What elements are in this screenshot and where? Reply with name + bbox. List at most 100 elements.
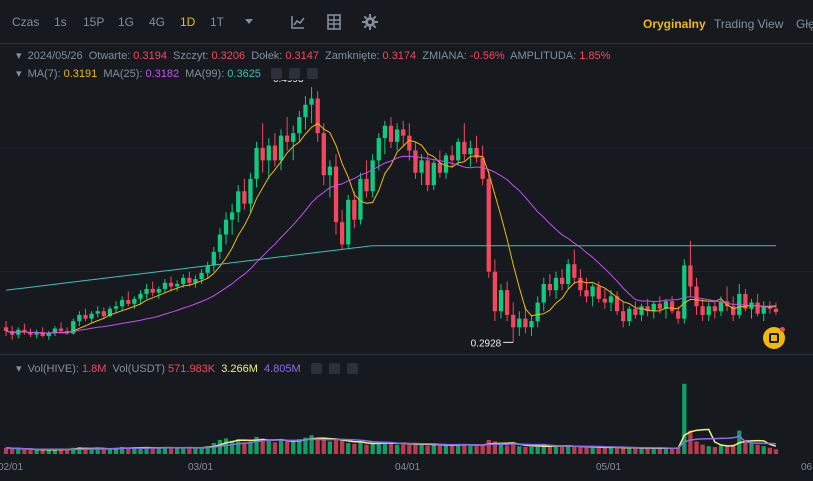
- candle[interactable]: [407, 123, 412, 161]
- settings-icon[interactable]: [289, 68, 300, 79]
- volume-bar[interactable]: [621, 447, 626, 454]
- candle[interactable]: [291, 125, 296, 161]
- candlestick-chart[interactable]: 0.4993 0.2928: [0, 80, 813, 352]
- volume-bar[interactable]: [272, 442, 278, 454]
- volume-bar[interactable]: [162, 446, 168, 454]
- interval-1t[interactable]: 1T: [210, 15, 225, 29]
- candle[interactable]: [187, 271, 192, 287]
- candle[interactable]: [590, 284, 595, 307]
- candle[interactable]: [364, 160, 369, 198]
- candle[interactable]: [559, 269, 565, 291]
- candle[interactable]: [242, 178, 247, 210]
- volume-bar[interactable]: [578, 446, 583, 454]
- candle[interactable]: [401, 120, 406, 146]
- candle[interactable]: [150, 281, 155, 297]
- interval-15p[interactable]: 15P: [83, 15, 105, 29]
- volume-bar[interactable]: [150, 447, 155, 454]
- candle[interactable]: [71, 318, 76, 335]
- candle[interactable]: [138, 290, 143, 304]
- candle[interactable]: [688, 240, 693, 297]
- volume-bar[interactable]: [95, 448, 100, 454]
- volume-bar[interactable]: [266, 440, 271, 454]
- candle[interactable]: [737, 284, 742, 319]
- candle[interactable]: [16, 327, 21, 339]
- candle[interactable]: [77, 311, 82, 327]
- candle[interactable]: [462, 123, 467, 161]
- volume-bar[interactable]: [339, 440, 345, 454]
- volume-bar[interactable]: [28, 450, 33, 454]
- volume-bar[interactable]: [566, 445, 571, 454]
- volume-bar[interactable]: [352, 443, 357, 454]
- candle[interactable]: [193, 275, 198, 288]
- volume-bar[interactable]: [627, 448, 632, 454]
- volume-bar[interactable]: [65, 450, 70, 454]
- gear-icon[interactable]: [362, 14, 378, 30]
- volume-bar[interactable]: [749, 443, 754, 454]
- volume-bar[interactable]: [297, 439, 302, 454]
- candle[interactable]: [162, 279, 168, 293]
- candle[interactable]: [144, 284, 149, 299]
- candle[interactable]: [65, 327, 70, 335]
- volume-bar[interactable]: [639, 448, 644, 454]
- volume-bar[interactable]: [83, 448, 88, 454]
- candle[interactable]: [58, 322, 64, 334]
- candle[interactable]: [456, 138, 461, 166]
- volume-bar[interactable]: [449, 445, 455, 454]
- interval-1d[interactable]: 1D: [180, 15, 196, 29]
- volume-bar[interactable]: [10, 448, 15, 454]
- candle[interactable]: [614, 291, 620, 315]
- volume-bar[interactable]: [547, 446, 553, 454]
- candle[interactable]: [773, 302, 779, 315]
- candle[interactable]: [254, 141, 259, 188]
- volume-bar[interactable]: [676, 447, 681, 454]
- candle[interactable]: [706, 302, 711, 322]
- candle[interactable]: [272, 133, 278, 167]
- candle[interactable]: [278, 129, 284, 171]
- volume-bar[interactable]: [535, 446, 540, 454]
- volume-bar[interactable]: [657, 447, 662, 454]
- indicator-icon[interactable]: [290, 14, 306, 30]
- candle[interactable]: [425, 154, 430, 192]
- candle[interactable]: [199, 269, 204, 284]
- volume-bar[interactable]: [523, 446, 528, 454]
- volume-bar[interactable]: [156, 448, 161, 454]
- volume-bar[interactable]: [22, 449, 27, 454]
- candle[interactable]: [449, 145, 455, 168]
- volume-bar[interactable]: [700, 444, 705, 454]
- grid-icon[interactable]: [327, 14, 341, 30]
- candle[interactable]: [217, 228, 223, 260]
- candle[interactable]: [694, 277, 699, 315]
- tab-original[interactable]: Oryginalny: [643, 17, 706, 31]
- candle[interactable]: [3, 321, 9, 336]
- volume-bar[interactable]: [16, 449, 21, 454]
- pane-divider[interactable]: [0, 354, 813, 355]
- volume-bar[interactable]: [242, 442, 247, 454]
- volume-bar[interactable]: [425, 445, 430, 454]
- candle[interactable]: [566, 259, 571, 289]
- candle[interactable]: [303, 96, 308, 130]
- volume-bar[interactable]: [492, 441, 498, 454]
- volume-bar[interactable]: [40, 449, 45, 454]
- volume-bar[interactable]: [529, 446, 534, 454]
- volume-bar[interactable]: [291, 440, 296, 454]
- candle[interactable]: [388, 117, 394, 148]
- candle[interactable]: [315, 91, 320, 142]
- candle[interactable]: [486, 170, 491, 278]
- candle[interactable]: [474, 135, 479, 163]
- volume-bar[interactable]: [248, 441, 253, 454]
- volume-bar[interactable]: [144, 446, 149, 454]
- volume-bar[interactable]: [663, 448, 669, 454]
- candle[interactable]: [260, 123, 265, 173]
- volume-bar[interactable]: [101, 449, 106, 454]
- volume-bar[interactable]: [706, 446, 711, 454]
- close-icon[interactable]: [346, 363, 358, 374]
- candle[interactable]: [358, 172, 363, 225]
- candle[interactable]: [34, 329, 39, 339]
- volume-bar[interactable]: [413, 443, 418, 454]
- volume-bar[interactable]: [724, 446, 730, 454]
- volume-bar[interactable]: [376, 442, 381, 454]
- volume-bar[interactable]: [132, 448, 137, 454]
- candle[interactable]: [46, 330, 51, 340]
- candle[interactable]: [578, 269, 583, 297]
- candle[interactable]: [352, 191, 357, 229]
